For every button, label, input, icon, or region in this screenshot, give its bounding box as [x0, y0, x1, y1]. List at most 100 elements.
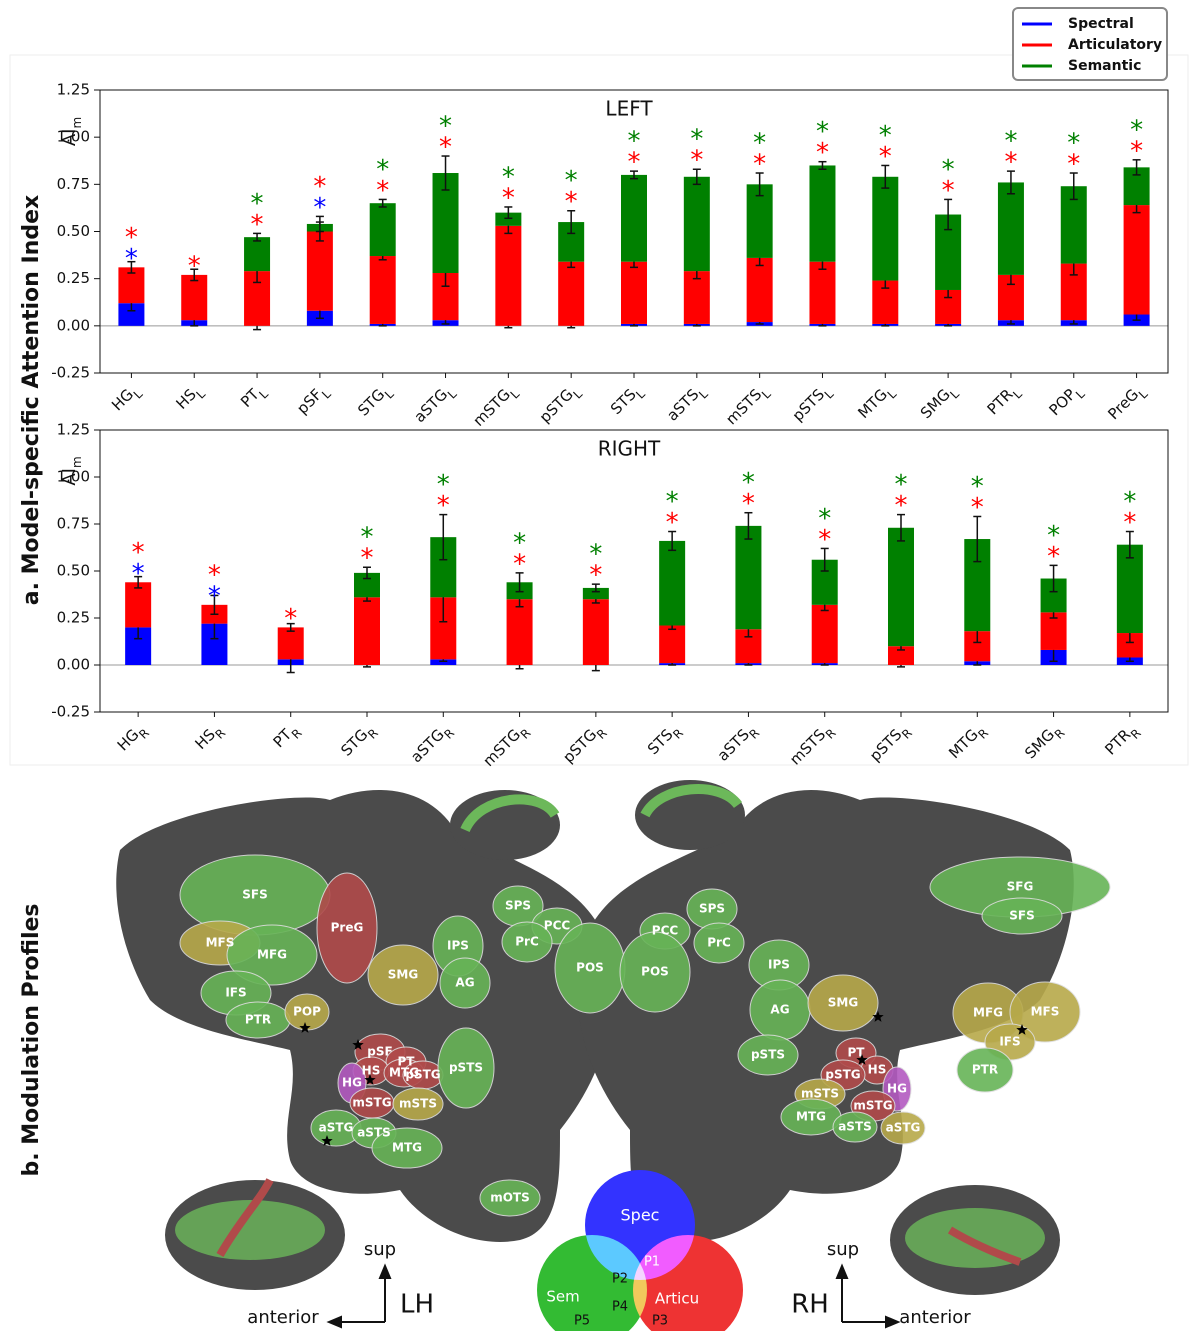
- x-tick-label: MTGR: [945, 719, 991, 765]
- up-label: sup: [827, 1239, 859, 1260]
- figure: a. Model-specific Attention Index SFSMFS…: [0, 0, 1189, 1331]
- significance-marker: *: [502, 162, 515, 192]
- region-label: AG: [455, 976, 474, 990]
- y-axis-label-main: AI: [59, 468, 80, 486]
- x-tick-label: aSTSR: [713, 719, 762, 768]
- significance-marker: *: [565, 166, 578, 196]
- bar-segment: [872, 177, 898, 281]
- bar-segment: [888, 528, 914, 646]
- x-tick-label: pSTGL: [536, 380, 585, 429]
- region-label: PCC: [652, 924, 679, 938]
- bar-segment: [659, 626, 685, 664]
- profile-label: P2: [612, 1272, 628, 1287]
- region-label: MFG: [973, 1006, 1003, 1020]
- significance-marker: *: [816, 117, 829, 147]
- region-label: pSF: [367, 1045, 392, 1059]
- region-label: mSTS: [399, 1097, 437, 1111]
- y-tick-label: 0.00: [57, 656, 90, 674]
- region-label: HG: [342, 1076, 362, 1090]
- x-tick-label: aSTSL: [663, 380, 711, 428]
- arrow-head: [886, 1317, 898, 1327]
- significance-marker: *: [628, 127, 641, 157]
- y-tick-label: 0.00: [57, 316, 90, 334]
- bar-segment: [307, 232, 333, 311]
- region-label: MTG: [392, 1141, 422, 1155]
- significance-marker: *: [513, 528, 526, 558]
- legend-label: Semantic: [1068, 58, 1141, 74]
- y-tick-label: 0.75: [57, 175, 90, 193]
- bar-segment: [684, 177, 710, 271]
- hemisphere-label: RH: [791, 1290, 829, 1320]
- y-tick-label: 0.25: [57, 609, 90, 627]
- region-label: mSTG: [352, 1096, 391, 1110]
- profile-label: P5: [574, 1314, 590, 1329]
- bar-segment: [244, 237, 270, 271]
- significance-marker: *: [313, 172, 326, 202]
- region-label: PreG: [331, 921, 364, 935]
- up-label: sup: [364, 1239, 396, 1260]
- region-label: mOTS: [490, 1191, 530, 1205]
- chart: -0.250.000.250.500.751.001.25RIGHTAImHGR…: [51, 421, 1168, 774]
- region-label: SFS: [1009, 909, 1034, 923]
- bar-segment: [181, 275, 207, 320]
- bar-segment: [558, 262, 584, 326]
- venn-label: Spec: [621, 1206, 660, 1225]
- y-tick-label: -0.25: [51, 364, 90, 382]
- region-label: SMG: [388, 968, 418, 982]
- bar-segment: [998, 182, 1024, 274]
- hemisphere-label: LH: [400, 1290, 434, 1320]
- region-label: pSTS: [751, 1048, 785, 1062]
- region-label: aSTS: [357, 1126, 391, 1140]
- region-label: MFG: [257, 948, 287, 962]
- significance-marker: *: [437, 470, 450, 500]
- bar-segment: [370, 256, 396, 324]
- x-tick-label: PTRR: [1101, 719, 1143, 761]
- x-tick-label: HSR: [191, 719, 228, 756]
- x-tick-label: HSL: [172, 380, 208, 416]
- significance-marker: *: [125, 223, 138, 253]
- region-label: PTR: [245, 1013, 271, 1027]
- x-tick-label: STSL: [607, 380, 648, 421]
- significance-marker: *: [1130, 115, 1143, 145]
- significance-marker: *: [589, 540, 602, 570]
- significance-marker: *: [753, 129, 766, 159]
- bar-segment: [747, 258, 773, 322]
- lh-flatmap: [116, 790, 612, 1242]
- bar-segment: [507, 599, 533, 665]
- bar-segment: [809, 165, 835, 261]
- venn-label: Sem: [546, 1288, 579, 1306]
- x-tick-label: SMGR: [1021, 719, 1067, 765]
- region-label: SPS: [699, 902, 725, 916]
- profile-label: P4: [612, 1300, 628, 1315]
- arrow-head: [380, 1266, 390, 1278]
- significance-marker: *: [361, 523, 374, 553]
- x-tick-label: pSTGR: [559, 719, 609, 769]
- significance-marker: *: [1047, 521, 1060, 551]
- y-tick-label: 1.25: [57, 81, 90, 99]
- y-axis-label-sub: m: [70, 456, 84, 468]
- x-tick-label: HGL: [108, 380, 145, 417]
- x-tick-label: STGR: [337, 719, 381, 763]
- bar-segment: [809, 262, 835, 324]
- y-tick-label: 0.50: [57, 562, 90, 580]
- region-label: mSTS: [801, 1087, 839, 1101]
- bar-segment: [495, 226, 521, 326]
- bar-segment: [812, 605, 838, 663]
- significance-marker: *: [376, 155, 389, 185]
- region-label: pSTG: [825, 1068, 860, 1082]
- bar-segment: [659, 541, 685, 626]
- y-tick-label: 1.25: [57, 421, 90, 439]
- legend-label: Articulatory: [1068, 37, 1162, 53]
- bar-segment: [370, 203, 396, 256]
- region-label: POS: [641, 965, 669, 979]
- region-label: aSTS: [838, 1120, 872, 1134]
- region-label: PrC: [707, 936, 731, 950]
- x-tick-label: pSFL: [293, 380, 334, 421]
- region-label: IPS: [447, 939, 469, 953]
- x-tick-label: mSTSR: [786, 719, 838, 771]
- region-label: PCC: [544, 919, 571, 933]
- bar-segment: [1124, 205, 1150, 314]
- region-label: PTR: [972, 1063, 998, 1077]
- significance-marker: *: [879, 121, 892, 151]
